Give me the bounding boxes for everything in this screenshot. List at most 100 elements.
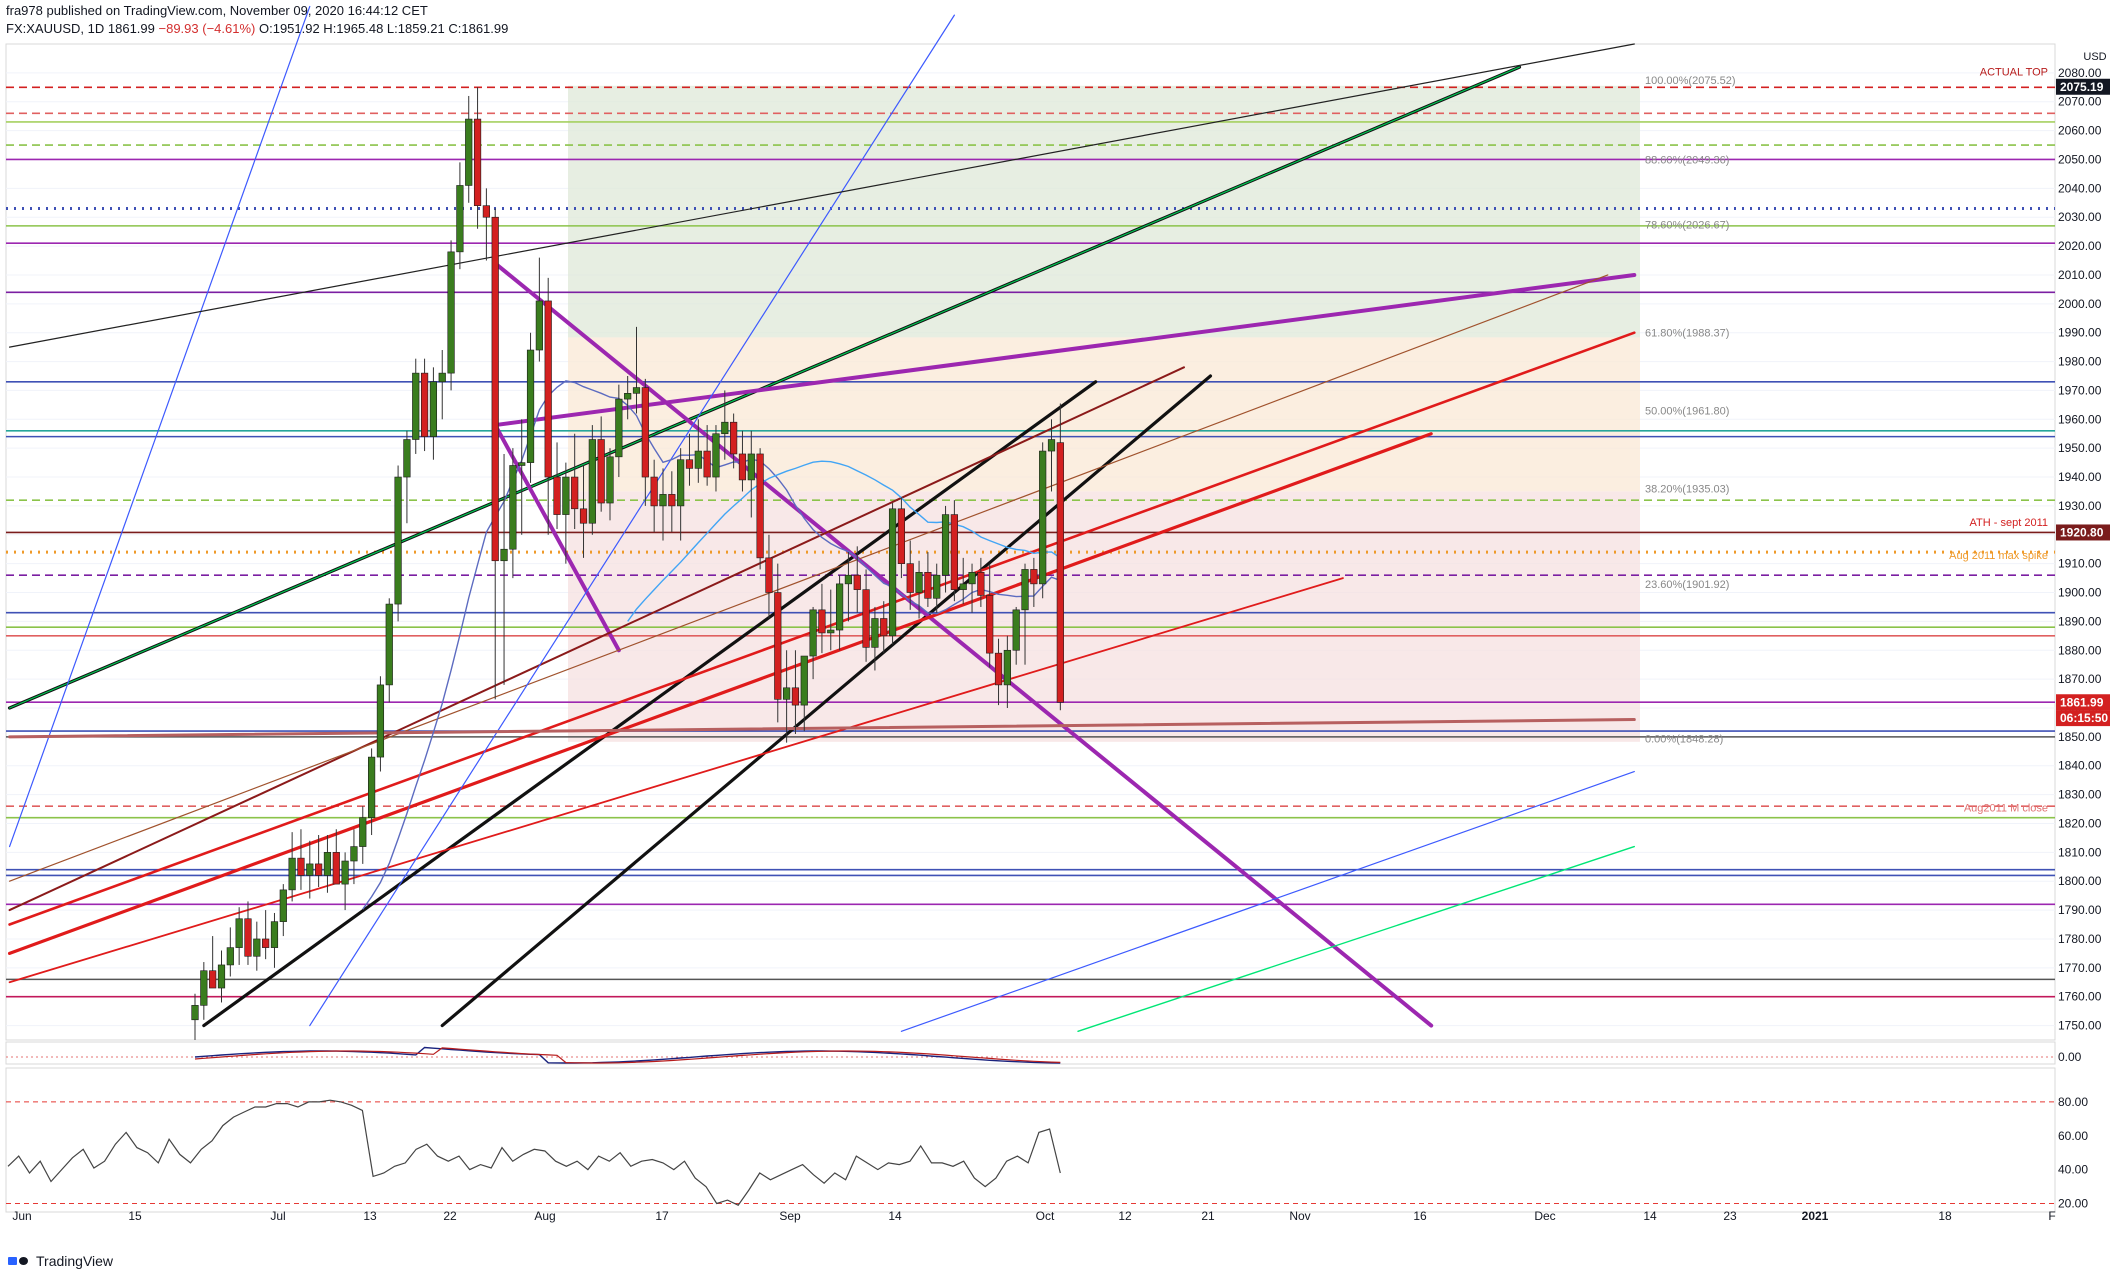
candle (544, 277, 552, 535)
trend-line (202, 380, 1098, 1028)
candle (482, 188, 490, 261)
time-tick-label: 14 (1643, 1209, 1657, 1223)
price-tick-label: 1830.00 (2058, 788, 2102, 802)
price-tick-label: 1890.00 (2058, 614, 2102, 628)
candle-body (1039, 450, 1047, 585)
candle (429, 367, 438, 460)
candle-body (350, 846, 358, 862)
price-axis: USD 2080.00 2070.00 2060.00 2050.00 2040.00 20… (2056, 51, 2110, 1033)
candle-body (562, 476, 570, 515)
time-tick-label: 23 (1723, 1209, 1737, 1223)
candle-body (244, 918, 252, 957)
candle (473, 87, 482, 229)
candle (217, 950, 226, 1003)
candle (783, 650, 791, 743)
price-tick-label: 2030.00 (2058, 210, 2102, 224)
candle-body (500, 548, 508, 562)
trend-line (8, 5, 311, 848)
candle-body (403, 439, 411, 478)
candle (950, 500, 958, 602)
price-tick-label: 1940.00 (2058, 470, 2102, 484)
macd-indicator: 0.00 (6, 1046, 2082, 1064)
chart-annotation: 23.60%(1901.92) (1645, 579, 1729, 591)
price-tick-label: 1950.00 (2058, 441, 2102, 455)
trend-line (309, 14, 955, 1027)
candle-body (288, 857, 296, 891)
time-tick-label: 18 (1938, 1209, 1952, 1223)
candle (677, 448, 685, 541)
candle-body (677, 459, 685, 507)
candle (685, 433, 694, 486)
moving-average-20 (362, 380, 1061, 910)
candle-body (650, 476, 658, 507)
candle (791, 650, 800, 734)
price-tick-label: 1780.00 (2058, 932, 2102, 946)
candle (562, 462, 570, 564)
candle-body (906, 563, 914, 593)
time-tick-label: 17 (655, 1209, 669, 1223)
candle-body (270, 921, 279, 948)
candle (535, 257, 543, 362)
time-tick-label: Jul (270, 1209, 285, 1223)
candle-body (756, 453, 764, 559)
candle (367, 748, 376, 836)
candle (853, 546, 861, 613)
trend-line (7, 432, 1433, 955)
price-change: −89.93 (−4.61%) (158, 21, 256, 36)
price-tick-label: 1790.00 (2058, 903, 2102, 917)
candle-body (412, 372, 420, 440)
chart-annotation: ACTUAL TOP (1980, 66, 2048, 78)
candle-body (809, 609, 817, 657)
candle-body (1056, 442, 1064, 703)
candle (323, 835, 332, 893)
candle (1047, 419, 1056, 492)
candle-body (359, 817, 367, 847)
candle-body (721, 421, 729, 435)
macd-pane (5, 1041, 2056, 1065)
candle-body (668, 494, 676, 507)
candle (650, 459, 658, 532)
trend-line (8, 43, 1635, 348)
candle (1030, 557, 1038, 607)
macd-signal-line (194, 1047, 1061, 1064)
candle-body (191, 1005, 199, 1021)
price-tick-label: 1910.00 (2058, 557, 2102, 571)
chart-annotation: 100.00%(2075.52) (1645, 75, 1736, 87)
candle (465, 95, 473, 203)
candle-body (818, 609, 826, 634)
candle-body (535, 300, 543, 351)
candle-body (765, 557, 773, 593)
candle-body (606, 456, 614, 504)
candle (1003, 635, 1011, 708)
price-tick-label: 2050.00 (2058, 152, 2102, 166)
candle-body (615, 398, 623, 458)
candle (809, 606, 817, 680)
candle (315, 835, 323, 887)
candle-body (1012, 609, 1020, 651)
candle-body (1021, 569, 1029, 611)
candle (447, 240, 455, 391)
candle (765, 534, 773, 619)
candle (1012, 606, 1020, 665)
price-tick-label: 1800.00 (2058, 874, 2102, 888)
candle-body (862, 589, 870, 648)
candle-body (544, 300, 552, 478)
candle (827, 589, 835, 651)
time-tick-label: 21 (1201, 1209, 1215, 1223)
candle (359, 806, 367, 864)
candle-body (200, 970, 208, 1006)
time-tick-label: 22 (443, 1209, 457, 1223)
candle (306, 840, 314, 899)
candle (871, 606, 879, 671)
price-tick-label: 1840.00 (2058, 759, 2102, 773)
candle-body (738, 453, 747, 481)
candle-body (783, 687, 791, 700)
candle-body (915, 572, 923, 593)
candle (747, 430, 755, 518)
candle (906, 540, 914, 610)
candle-body (747, 453, 755, 481)
price-tick-label: 1760.00 (2058, 990, 2102, 1004)
time-tick-label: 15 (128, 1209, 142, 1223)
candle (774, 563, 782, 723)
